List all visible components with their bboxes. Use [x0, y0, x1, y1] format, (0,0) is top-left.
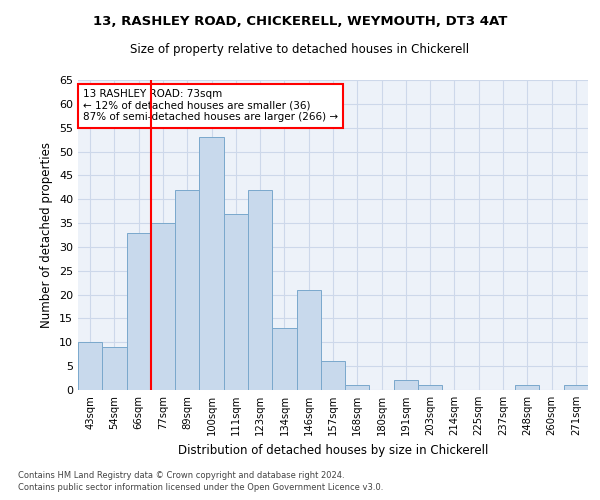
Bar — [272, 328, 296, 390]
Bar — [345, 385, 370, 390]
Bar — [296, 290, 321, 390]
Bar — [248, 190, 272, 390]
X-axis label: Distribution of detached houses by size in Chickerell: Distribution of detached houses by size … — [178, 444, 488, 456]
Text: 13 RASHLEY ROAD: 73sqm
← 12% of detached houses are smaller (36)
87% of semi-det: 13 RASHLEY ROAD: 73sqm ← 12% of detached… — [83, 90, 338, 122]
Bar — [321, 362, 345, 390]
Bar — [564, 385, 588, 390]
Bar — [394, 380, 418, 390]
Text: Size of property relative to detached houses in Chickerell: Size of property relative to detached ho… — [130, 42, 470, 56]
Bar — [199, 137, 224, 390]
Text: Contains HM Land Registry data © Crown copyright and database right 2024.: Contains HM Land Registry data © Crown c… — [18, 471, 344, 480]
Bar — [175, 190, 199, 390]
Y-axis label: Number of detached properties: Number of detached properties — [40, 142, 53, 328]
Bar — [418, 385, 442, 390]
Bar — [127, 232, 151, 390]
Bar — [515, 385, 539, 390]
Bar — [151, 223, 175, 390]
Bar — [78, 342, 102, 390]
Bar — [102, 347, 127, 390]
Text: Contains public sector information licensed under the Open Government Licence v3: Contains public sector information licen… — [18, 484, 383, 492]
Bar — [224, 214, 248, 390]
Text: 13, RASHLEY ROAD, CHICKERELL, WEYMOUTH, DT3 4AT: 13, RASHLEY ROAD, CHICKERELL, WEYMOUTH, … — [93, 15, 507, 28]
